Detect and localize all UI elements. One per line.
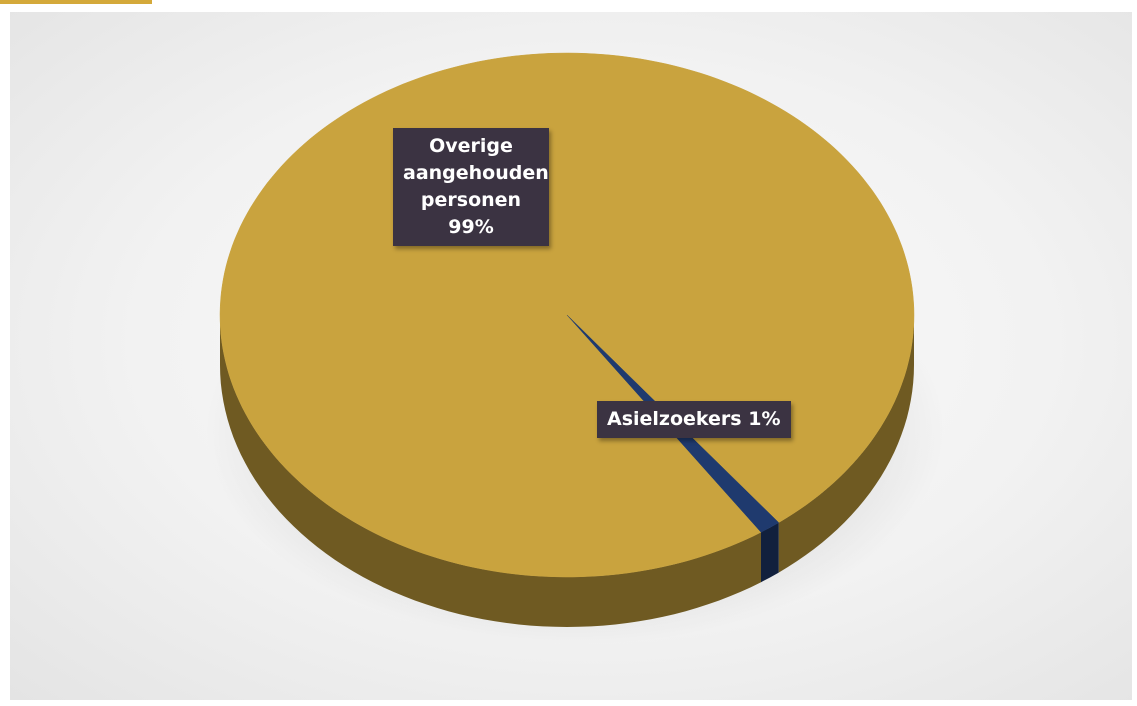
label-percent: 99% [448,216,494,238]
pie-tops [219,52,915,578]
label-line-1: Overige [429,135,513,157]
data-label-overige: Overige aangehouden personen 99% [393,128,549,246]
label-line-1: Asielzoekers 1% [607,406,781,433]
label-line-2: aangehouden [403,162,549,184]
pie-sides [220,315,914,627]
label-line-3: personen [420,189,522,211]
pie-side-slice-0 [220,315,761,627]
pie-side-slice-0 [778,315,914,573]
pie-side-slice-1 [761,522,779,583]
label-text: Asielzoekers [607,408,742,430]
data-label-asielzoekers: Asielzoekers 1% [597,401,791,438]
accent-bar [0,0,152,4]
label-percent: 1% [748,408,781,430]
